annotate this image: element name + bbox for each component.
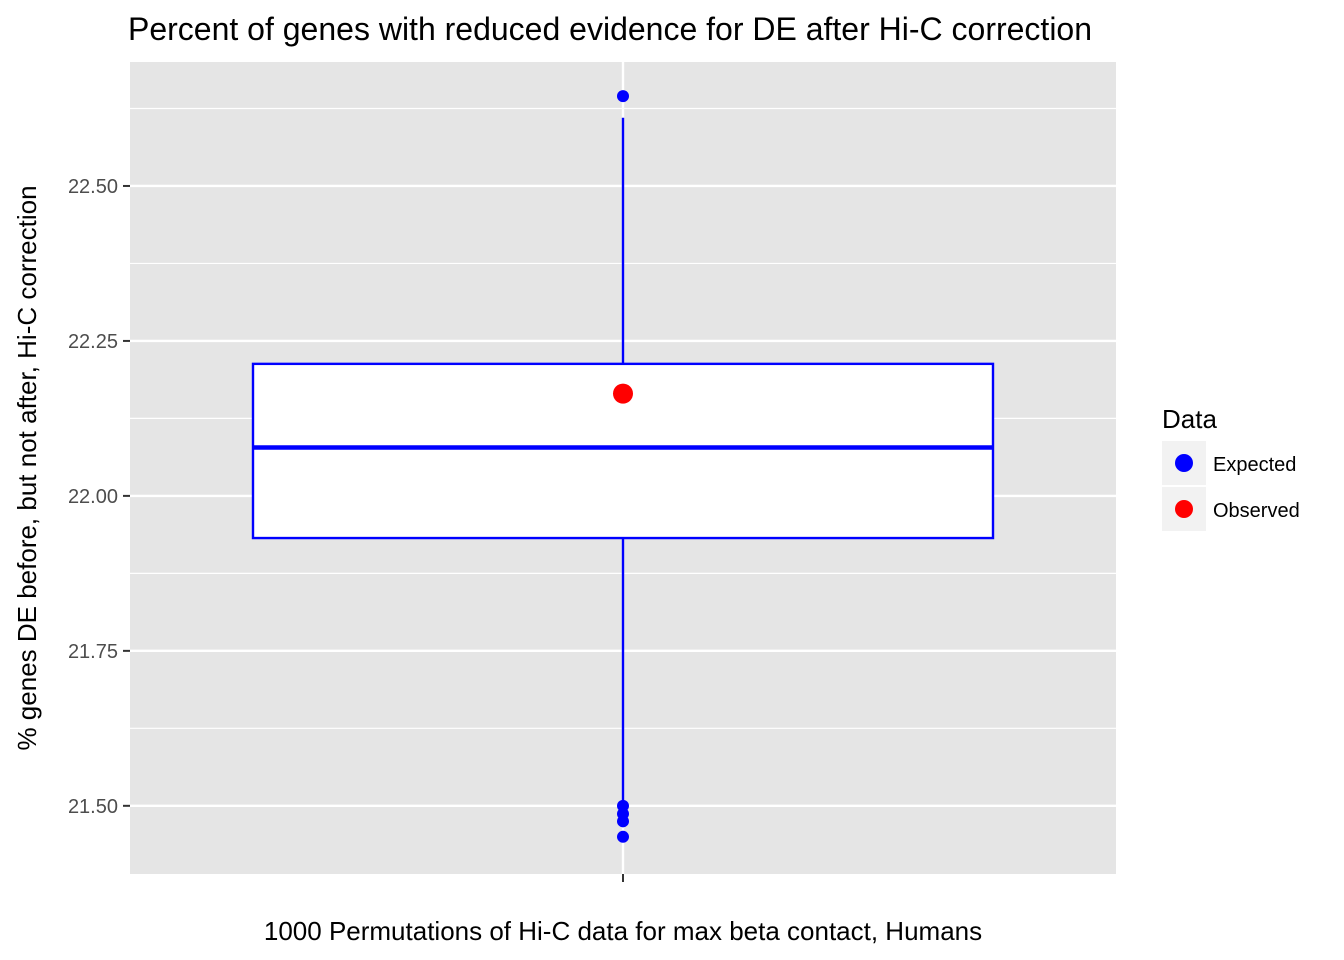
y-tick-label-3: 22.25 bbox=[68, 331, 118, 353]
legend-key-expected bbox=[1175, 454, 1193, 472]
observed-point bbox=[613, 383, 633, 404]
outlier-point-4 bbox=[617, 830, 629, 843]
x-axis-title: 1000 Permutations of Hi-C data for max b… bbox=[264, 916, 982, 946]
legend-label-expected: Expected bbox=[1213, 454, 1296, 476]
y-axis-title: % genes DE before, but not after, Hi-C c… bbox=[12, 185, 42, 750]
outlier-point-0 bbox=[617, 90, 629, 103]
legend-key-observed bbox=[1175, 500, 1193, 518]
y-tick-label-0: 21.50 bbox=[68, 796, 118, 818]
outlier-point-3 bbox=[617, 815, 629, 828]
legend-label-observed: Observed bbox=[1213, 500, 1300, 522]
legend-title: Data bbox=[1162, 404, 1217, 434]
chart-title: Percent of genes with reduced evidence f… bbox=[128, 11, 1092, 47]
y-axis-ticks: 21.50 21.75 22.00 22.25 22.50 bbox=[68, 176, 130, 818]
y-tick-label-4: 22.50 bbox=[68, 176, 118, 198]
y-tick-label-1: 21.75 bbox=[68, 641, 118, 663]
plot-marks bbox=[251, 90, 995, 843]
y-tick-label-2: 22.00 bbox=[68, 486, 118, 508]
legend: Data Expected Observed bbox=[1162, 404, 1300, 531]
